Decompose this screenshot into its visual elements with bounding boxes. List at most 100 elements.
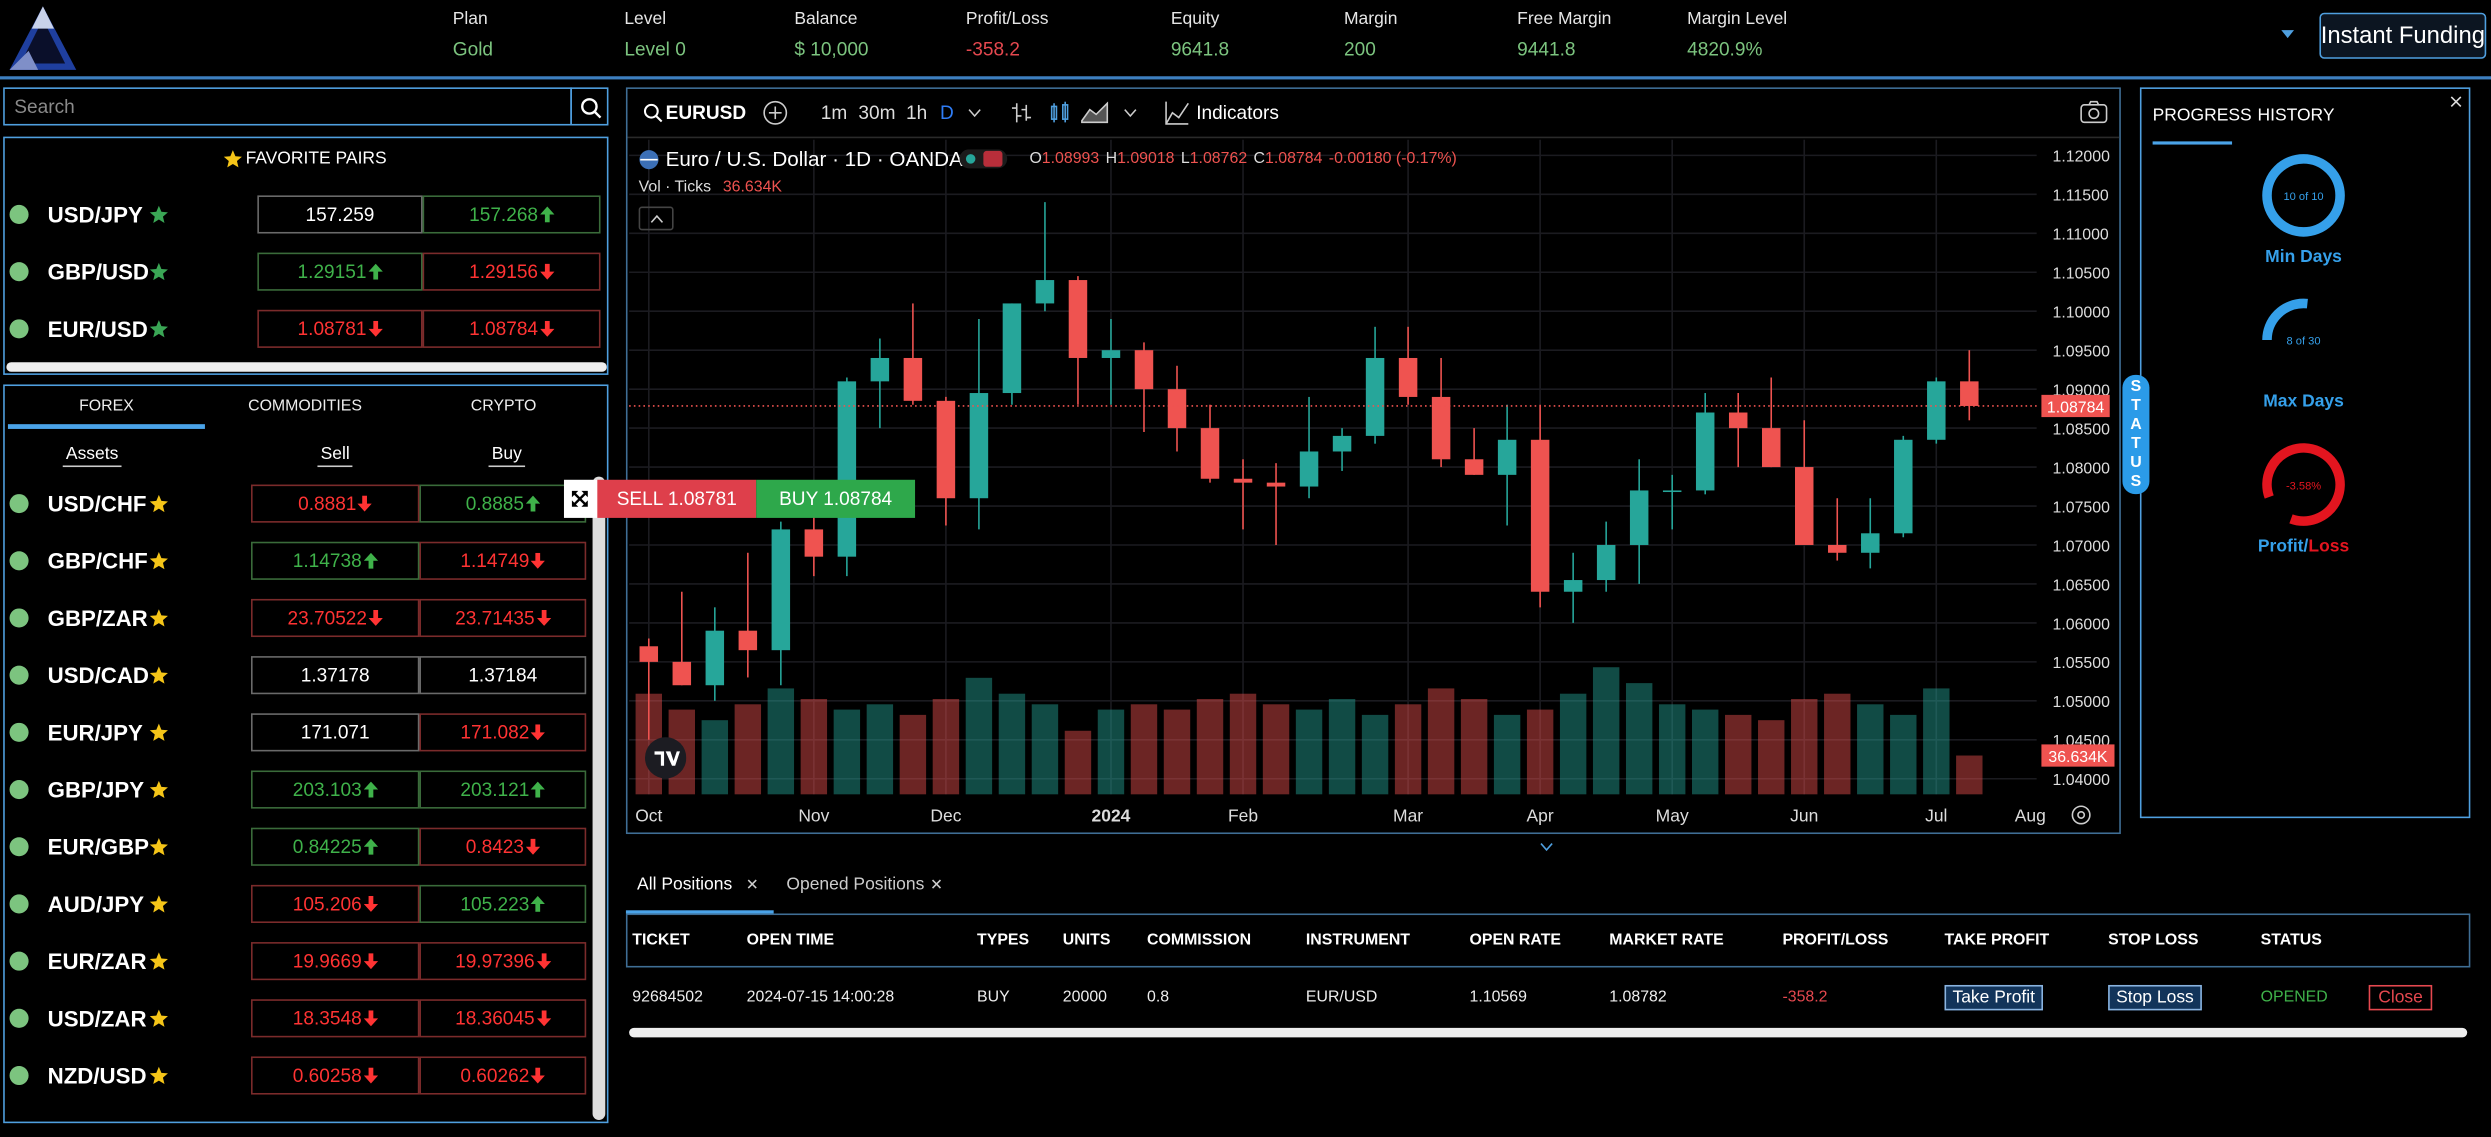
pair-name[interactable]: GBP/ZAR — [47, 605, 148, 631]
pair-name[interactable]: GBP/USD — [47, 258, 150, 285]
status-tab[interactable]: STATUS — [2122, 374, 2150, 495]
ohlc-key: H — [1105, 150, 1118, 168]
stat-label: Profit/Loss — [965, 9, 1049, 29]
price-box[interactable]: 171.071 — [251, 713, 420, 752]
price-box[interactable]: 157.259 — [257, 195, 423, 234]
pair-name[interactable]: GBP/CHF — [47, 548, 148, 574]
favorites-title-text: FAVORITE PAIRS — [245, 149, 387, 169]
pair-name[interactable]: EUR/JPY — [47, 719, 143, 746]
price-box[interactable]: 203.103 — [251, 770, 420, 809]
expand-button[interactable] — [563, 479, 598, 518]
arrow-down — [530, 724, 546, 741]
price-box[interactable]: 23.70522 — [251, 598, 420, 638]
arrow-down — [530, 552, 546, 569]
status-dot — [9, 204, 29, 224]
positions-tab[interactable]: Opened Positions — [786, 875, 925, 895]
chart-panel — [625, 87, 2121, 835]
search-button[interactable] — [570, 87, 609, 126]
collapse-legend[interactable] — [638, 206, 674, 231]
price-box[interactable]: 0.8885 — [419, 484, 587, 523]
icon-shape — [530, 724, 546, 741]
tab-close — [747, 879, 757, 889]
gauge-label: Max Days — [2263, 392, 2344, 412]
column-header: Sell — [317, 445, 353, 468]
price-text: 203.103 — [292, 778, 362, 801]
positions-header-row — [625, 913, 2471, 968]
instant-funding-button[interactable]: Instant Funding — [2319, 12, 2487, 59]
price-box[interactable]: 1.37178 — [251, 656, 420, 695]
icon-shape — [572, 491, 588, 507]
decor — [149, 320, 168, 338]
pair-name[interactable]: EUR/ZAR — [47, 948, 147, 974]
pair-name[interactable]: NZD/USD — [47, 1062, 147, 1089]
position-action-button[interactable]: Take Profit — [1944, 984, 2043, 1011]
history-tab[interactable]: HISTORY — [2257, 106, 2335, 126]
star — [149, 552, 168, 570]
close-position-button[interactable]: Close — [2368, 984, 2433, 1011]
sell-button[interactable]: SELL 1.08781 — [597, 479, 757, 518]
market-tab[interactable]: CRYPTO — [470, 397, 537, 416]
price-box[interactable]: 1.14749 — [419, 541, 587, 580]
arrow-up — [530, 895, 546, 912]
buy-button[interactable]: BUY 1.08784 — [756, 479, 916, 518]
icon-shape — [530, 781, 546, 798]
icon-shape — [1053, 101, 1066, 123]
price-text: 171.071 — [300, 721, 370, 744]
price-box[interactable]: 0.8423 — [419, 827, 587, 866]
search-input[interactable]: Search — [3, 87, 572, 126]
pair-name[interactable]: EUR/USD — [47, 316, 148, 342]
decor — [149, 262, 168, 281]
price-box[interactable]: 1.37184 — [419, 656, 587, 695]
price-text: 0.8885 — [465, 492, 525, 515]
price-box[interactable]: 105.206 — [251, 884, 420, 924]
price-box[interactable]: 203.121 — [419, 770, 587, 809]
price-box[interactable]: 0.60258 — [251, 1056, 420, 1095]
progress-tab[interactable]: PROGRESS — [2152, 106, 2252, 126]
status-dot — [9, 894, 29, 914]
icon-shape — [536, 953, 551, 970]
price-box[interactable]: 0.84225 — [251, 827, 420, 866]
price-box[interactable]: 1.29151 — [257, 252, 423, 291]
pair-name[interactable]: USD/CAD — [47, 662, 149, 688]
pair-name[interactable]: AUD/JPY — [47, 891, 145, 917]
price-box[interactable]: 1.08784 — [422, 309, 601, 348]
decor — [149, 952, 168, 970]
decor — [149, 552, 168, 570]
interval[interactable]: 1h — [906, 101, 928, 124]
price-box[interactable]: 1.29156 — [422, 252, 601, 291]
indicators[interactable]: Indicators — [1196, 101, 1279, 124]
interval[interactable]: 30m — [858, 101, 896, 124]
pair-name[interactable]: GBP/JPY — [47, 776, 145, 803]
price-text: 19.9669 — [292, 950, 362, 973]
price-box[interactable]: 23.71435 — [419, 598, 587, 638]
position-cell: 1.10569 — [1469, 988, 1527, 1007]
price-box[interactable]: 0.8881 — [251, 484, 420, 523]
price-box[interactable]: 19.97396 — [419, 942, 587, 981]
price-box[interactable]: 1.14738 — [251, 541, 420, 580]
symbol[interactable]: EURUSD — [665, 101, 747, 124]
price-box[interactable]: 18.3548 — [251, 999, 420, 1038]
ohlc-value: 1.09018 — [1117, 150, 1175, 168]
positions-tab[interactable]: All Positions — [637, 875, 733, 895]
interval[interactable]: D — [939, 101, 954, 124]
market-tab[interactable]: COMMODITIES — [248, 397, 362, 416]
pair-name[interactable]: USD/JPY — [47, 201, 143, 228]
market-tab[interactable]: FOREX — [79, 397, 134, 416]
icon-shape — [1165, 101, 1189, 125]
price-box[interactable]: 105.223 — [419, 884, 587, 924]
interval[interactable]: 1m — [820, 101, 848, 124]
star — [149, 609, 168, 627]
bar-type — [1011, 103, 1032, 123]
price-box[interactable]: 18.36045 — [419, 999, 587, 1038]
pair-name[interactable]: EUR/GBP — [47, 834, 150, 860]
price-text: 1.08784 — [469, 317, 539, 340]
price-box[interactable]: 19.9669 — [251, 942, 420, 981]
price-box[interactable]: 0.60262 — [419, 1056, 587, 1095]
pair-name[interactable]: USD/CHF — [47, 490, 147, 517]
price-box[interactable]: 171.082 — [419, 713, 587, 752]
pair-name[interactable]: USD/ZAR — [47, 1005, 147, 1032]
price-box[interactable]: 157.268 — [422, 195, 601, 234]
position-action-button[interactable]: Stop Loss — [2108, 984, 2202, 1011]
price-box[interactable]: 1.08781 — [257, 309, 423, 348]
